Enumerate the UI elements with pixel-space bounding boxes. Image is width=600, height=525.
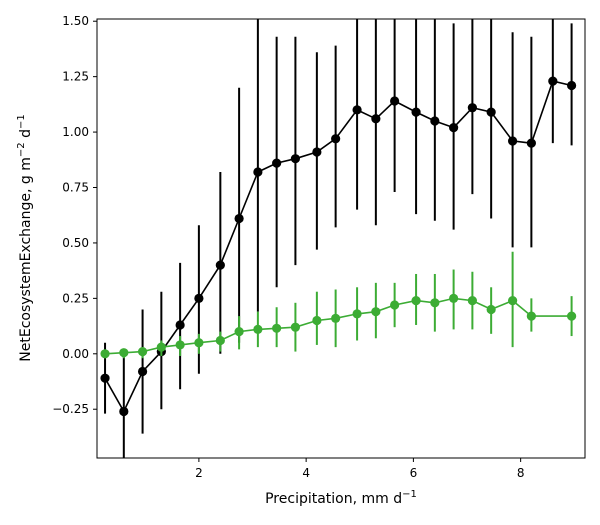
data-point [467,295,477,306]
data-point [411,295,421,306]
data-point [175,320,185,330]
data-point [508,295,518,306]
data-point [371,114,381,124]
data-point [234,213,244,224]
data-point [449,293,459,303]
data-point [508,136,518,146]
data-point [331,134,341,144]
axes-frame [96,18,586,459]
plot-area [100,19,577,458]
y-axis-label: NetEcosystemExchange, g m−2 d−1 [16,114,34,361]
data-point [430,298,440,308]
data-point [290,154,301,164]
data-point [156,342,166,352]
y-tick-label: −0.25 [52,402,89,416]
data-point [194,293,204,303]
data-point [467,103,477,113]
data-point [352,309,362,319]
data-point [486,107,496,117]
series-1 [100,251,577,359]
data-point [312,147,322,157]
data-point [486,304,496,315]
data-point [272,323,282,333]
data-point [194,338,204,348]
data-point [548,76,558,86]
x-tick-label: 4 [302,466,310,480]
y-tick-label: 1.50 [62,14,89,28]
y-tick-label: 0.25 [62,291,89,305]
data-point [449,123,459,133]
data-point [253,324,263,335]
axis-ticks: 2 4 6 8 −0.25 0.00 0.25 0.50 0.75 1.00 1.25 1.50 [52,14,524,480]
data-point [272,158,282,168]
data-point [119,348,129,358]
y-tick-label: 0.50 [62,236,89,250]
x-tick-label: 8 [517,466,525,480]
data-point [526,138,536,148]
y-tick-label: 0.00 [62,347,89,361]
data-point [119,406,129,417]
data-point [390,300,400,310]
data-point [137,366,148,377]
y-tick-label: 0.75 [62,181,89,195]
data-point [100,373,110,383]
data-point [390,96,400,106]
data-point [253,167,263,177]
data-point [352,105,362,115]
data-point [526,311,536,321]
y-tick-label: 1.25 [62,70,89,84]
data-point [234,327,244,337]
data-point [411,107,421,117]
x-axis-label: Precipitation, mm d−1 [265,489,417,507]
data-point [331,313,341,323]
data-point [312,315,322,326]
data-point [430,116,440,126]
x-tick-label: 2 [195,466,203,480]
data-point [290,322,301,332]
data-point [566,80,577,91]
series-line [104,297,572,355]
x-tick-label: 6 [410,466,418,480]
data-point [137,346,148,357]
data-point [175,340,185,350]
data-point [566,311,577,321]
data-point [215,260,225,270]
y-tick-label: 1.00 [62,125,89,139]
data-point [100,349,110,359]
series-0 [100,19,577,458]
data-point [215,335,225,346]
series-line [104,80,572,414]
data-point [371,307,381,317]
